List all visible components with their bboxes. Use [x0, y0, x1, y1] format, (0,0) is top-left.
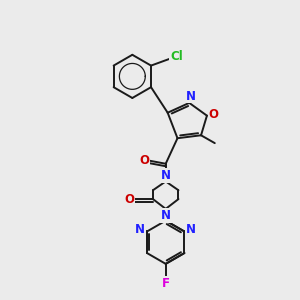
Text: N: N: [161, 169, 171, 182]
Text: Cl: Cl: [170, 50, 183, 63]
Text: O: O: [124, 193, 134, 206]
Text: O: O: [209, 108, 219, 121]
Text: N: N: [135, 223, 145, 236]
Text: N: N: [186, 89, 196, 103]
Text: N: N: [186, 223, 196, 236]
Text: O: O: [139, 154, 149, 167]
Text: N: N: [161, 209, 171, 222]
Text: F: F: [162, 277, 170, 290]
